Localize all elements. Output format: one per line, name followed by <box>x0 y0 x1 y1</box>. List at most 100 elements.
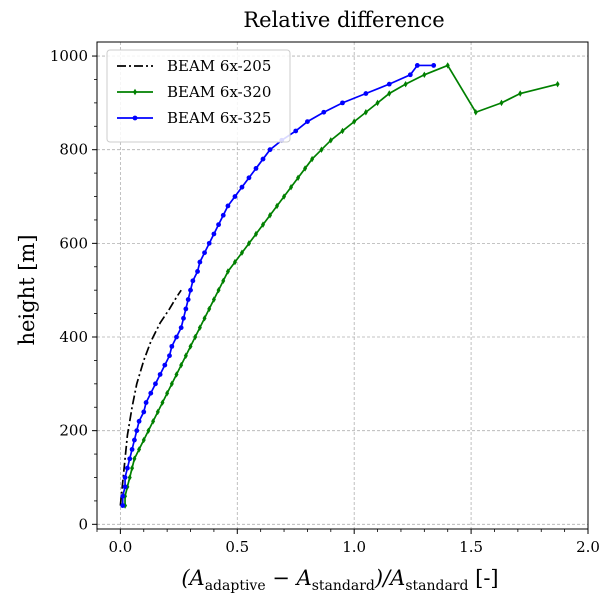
data-point <box>253 166 259 171</box>
data-point <box>197 259 203 265</box>
series-line <box>124 64 558 506</box>
data-point <box>151 418 156 425</box>
data-point <box>267 147 273 153</box>
data-point <box>193 333 198 341</box>
data-point <box>239 184 245 190</box>
data-point <box>141 409 147 415</box>
data-point <box>169 380 174 388</box>
data-point <box>130 464 135 472</box>
data-point <box>221 277 226 285</box>
x-tick-label: 0.0 <box>108 538 132 556</box>
y-tick-label: 800 <box>59 141 88 159</box>
data-point <box>167 353 172 359</box>
y-tick-label: 200 <box>59 422 88 440</box>
data-point <box>260 156 266 162</box>
data-point <box>275 202 280 210</box>
data-point <box>305 119 310 125</box>
data-point <box>422 71 427 78</box>
legend-label: BEAM 6x-325 <box>167 109 271 127</box>
data-point <box>148 390 154 396</box>
data-point <box>319 146 324 153</box>
data-point <box>122 484 128 490</box>
x-tick-label: 1.5 <box>459 538 483 556</box>
data-point <box>134 428 140 434</box>
data-point <box>155 408 160 416</box>
data-point <box>190 278 196 284</box>
x-label-minus: − A <box>266 566 312 590</box>
data-point <box>555 80 560 88</box>
x-label-open: (A <box>181 566 204 590</box>
y-tick-label: 0 <box>78 515 88 533</box>
y-tick-label: 600 <box>59 234 88 252</box>
x-tick-label: 1.0 <box>342 538 366 556</box>
data-point <box>207 305 212 313</box>
legend-marker <box>132 115 138 121</box>
data-point <box>127 474 132 481</box>
data-point <box>232 258 237 266</box>
data-point <box>321 109 327 115</box>
data-point <box>386 81 392 87</box>
data-point <box>183 352 188 359</box>
y-axis-label: height [m] <box>15 234 39 345</box>
data-point <box>403 80 408 88</box>
data-point <box>387 90 392 97</box>
data-point <box>160 399 165 406</box>
data-point <box>188 287 193 293</box>
data-point <box>225 203 231 209</box>
data-point <box>253 230 258 238</box>
data-point <box>124 465 130 471</box>
data-point <box>122 475 128 480</box>
data-point <box>261 221 266 228</box>
data-point <box>239 249 244 256</box>
data-point <box>363 91 369 96</box>
data-point <box>352 118 357 125</box>
data-point <box>499 99 504 107</box>
data-point <box>289 183 294 191</box>
x-label-sub-adaptive: adaptive <box>205 578 266 594</box>
data-point <box>216 222 221 228</box>
data-point <box>202 315 207 322</box>
y-tick-label: 1000 <box>50 47 88 65</box>
data-point <box>183 306 189 312</box>
data-point <box>157 372 163 377</box>
data-point <box>179 361 184 369</box>
series-2 <box>120 63 437 508</box>
data-point <box>293 128 299 134</box>
legend: BEAM 6x-205 BEAM 6x-320 BEAM 6x-325 <box>106 49 291 143</box>
x-tick-label: 0.5 <box>225 538 249 556</box>
data-point <box>127 456 133 462</box>
data-point <box>363 109 368 116</box>
data-point <box>185 297 191 302</box>
chart-title: Relative difference <box>243 8 444 32</box>
data-point <box>340 127 345 135</box>
data-point <box>132 437 137 443</box>
data-point <box>195 269 200 274</box>
data-point <box>206 240 212 246</box>
x-axis-label: (Aadaptive − Astandard)/Astandard [-] <box>181 566 498 594</box>
x-label-sub-standard: standard <box>312 578 375 594</box>
data-point <box>445 62 450 69</box>
data-point <box>153 381 158 387</box>
data-point <box>220 212 226 218</box>
x-tick-label: 2.0 <box>576 538 600 556</box>
data-point <box>146 427 151 434</box>
data-point <box>246 240 251 247</box>
series-layer <box>119 62 560 509</box>
data-point <box>136 418 142 424</box>
data-point <box>174 334 179 340</box>
data-point <box>120 503 126 508</box>
data-point <box>178 325 184 331</box>
ticks: 0.0 0.5 1.0 1.5 2.0 0 200 400 600 800 1000 <box>50 47 600 556</box>
data-point <box>165 390 170 397</box>
data-point <box>143 400 149 405</box>
legend-label: BEAM 6x-205 <box>167 57 271 75</box>
data-point <box>120 493 126 499</box>
data-point <box>129 446 135 452</box>
data-point <box>232 194 238 199</box>
data-point <box>328 137 333 144</box>
x-label-unit: [-] <box>468 566 498 590</box>
data-point <box>375 99 380 107</box>
data-point <box>197 324 202 331</box>
